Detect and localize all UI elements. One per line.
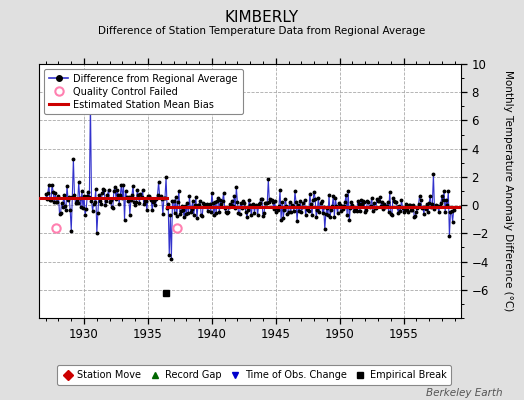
- Text: Berkeley Earth: Berkeley Earth: [427, 388, 503, 398]
- Legend: Difference from Regional Average, Quality Control Failed, Estimated Station Mean: Difference from Regional Average, Qualit…: [44, 69, 243, 114]
- Y-axis label: Monthly Temperature Anomaly Difference (°C): Monthly Temperature Anomaly Difference (…: [503, 70, 513, 312]
- Legend: Station Move, Record Gap, Time of Obs. Change, Empirical Break: Station Move, Record Gap, Time of Obs. C…: [57, 365, 451, 385]
- Text: Difference of Station Temperature Data from Regional Average: Difference of Station Temperature Data f…: [99, 26, 425, 36]
- Text: KIMBERLY: KIMBERLY: [225, 10, 299, 25]
